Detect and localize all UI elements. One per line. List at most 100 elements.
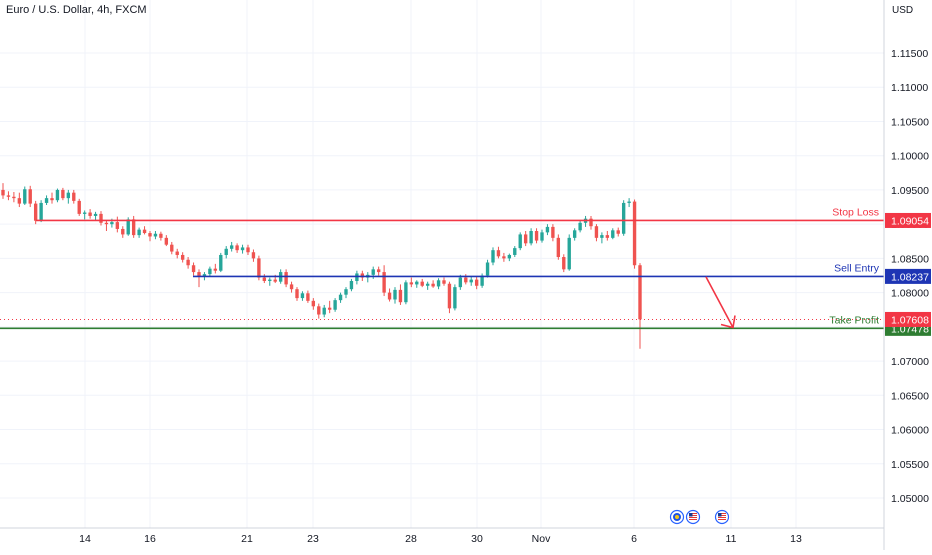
candle-body: [589, 218, 593, 227]
candle: [632, 199, 637, 269]
candle-body: [142, 229, 147, 234]
candle: [453, 284, 457, 311]
candle: [621, 200, 626, 236]
candle: [6, 191, 11, 201]
candle: [1, 183, 5, 199]
candle-body: [28, 189, 32, 204]
candle-body: [273, 279, 277, 282]
levels: Stop Loss Sell Entry Take Profit: [0, 206, 884, 330]
sell-entry-price-tag-text: 1.08237: [891, 271, 929, 283]
candle-body: [578, 222, 582, 231]
stop-loss-price-tag-bg: [885, 212, 931, 228]
currency-button[interactable]: USD: [892, 5, 914, 16]
candle-body: [295, 289, 299, 299]
y-tick-label: 1.09500: [891, 185, 929, 197]
y-tick-label: 1.06000: [891, 425, 929, 437]
y-tick-label: 1.08500: [891, 253, 929, 265]
candle-body: [627, 201, 631, 203]
stop-loss-price-tag: 1.09054: [885, 212, 931, 228]
candle: [289, 281, 294, 293]
candle: [44, 195, 49, 205]
candle-body: [605, 235, 610, 238]
candle: [616, 227, 620, 237]
candle-body: [186, 259, 190, 266]
candle: [191, 262, 196, 276]
candle-body: [404, 282, 408, 303]
us-flag-icon-canton: [718, 513, 722, 517]
candle-body: [562, 257, 566, 270]
candle-body: [474, 279, 479, 286]
candle: [469, 276, 473, 286]
globe-flag-icon[interactable]: [669, 509, 685, 525]
candle-body: [409, 282, 414, 285]
candle-body: [115, 222, 120, 229]
candle-body: [175, 251, 179, 255]
candle-body: [349, 280, 354, 290]
y-tick-label: 1.05000: [891, 493, 929, 505]
candle-body: [224, 248, 228, 255]
candle-body: [66, 192, 71, 199]
candle: [589, 215, 593, 230]
candle-body: [621, 202, 626, 234]
y-tick-label: 1.07000: [891, 356, 929, 368]
time-axis[interactable]: 14 16 21 23 28 30 Nov 6 11 13: [79, 533, 802, 545]
event-icons[interactable]: [669, 509, 730, 525]
candle: [115, 216, 120, 233]
candle: [415, 280, 419, 288]
candle: [562, 254, 566, 273]
projection-arrow: [705, 276, 736, 329]
us-flag-icon[interactable]: [685, 509, 701, 525]
candle: [61, 187, 65, 201]
candle: [474, 276, 479, 290]
candle-body: [376, 269, 381, 273]
candle-body: [355, 273, 359, 281]
candle-body: [540, 232, 544, 241]
candle: [420, 278, 424, 288]
candle: [338, 292, 343, 303]
candle: [431, 280, 435, 288]
candle: [28, 185, 32, 208]
candle: [213, 263, 218, 274]
candle-body: [496, 250, 501, 257]
candle-body: [360, 273, 365, 278]
candle-body: [513, 248, 517, 255]
x-tick-label: 28: [405, 533, 417, 545]
candle-body: [469, 279, 473, 283]
candle-body: [485, 262, 490, 276]
symbol-title[interactable]: Euro / U.S. Dollar, 4h, FXCM: [6, 4, 147, 16]
candle: [131, 215, 136, 238]
candle-body: [572, 230, 577, 238]
candle-body: [61, 189, 65, 199]
candle-body: [110, 222, 114, 225]
candle: [93, 211, 98, 221]
candle-body: [480, 275, 484, 286]
candle-body: [545, 226, 550, 233]
us-flag-icon-stripe: [718, 517, 726, 518]
candle-body: [616, 230, 620, 234]
candle: [229, 241, 234, 252]
us-flag-icon[interactable]: [714, 509, 730, 525]
candle-body: [257, 258, 261, 278]
y-tick-label: 1.06500: [891, 390, 929, 402]
candle: [17, 192, 22, 208]
candle-body: [594, 226, 599, 238]
candle: [447, 281, 452, 314]
candle: [246, 244, 250, 255]
candle-body: [159, 233, 163, 238]
candle-body: [219, 254, 223, 271]
candle-body: [88, 212, 92, 216]
candle-body: [50, 198, 54, 201]
candle: [104, 220, 109, 232]
candle-body: [387, 292, 392, 300]
candle: [344, 287, 348, 299]
take-profit-label: Take Profit: [829, 314, 879, 326]
candle-body: [300, 293, 305, 299]
candle: [523, 231, 528, 247]
us-flag-icon-stripe: [718, 515, 726, 516]
candle-body: [393, 289, 397, 300]
candle: [518, 232, 522, 251]
candle-body: [202, 274, 207, 277]
candle-body: [567, 237, 571, 270]
